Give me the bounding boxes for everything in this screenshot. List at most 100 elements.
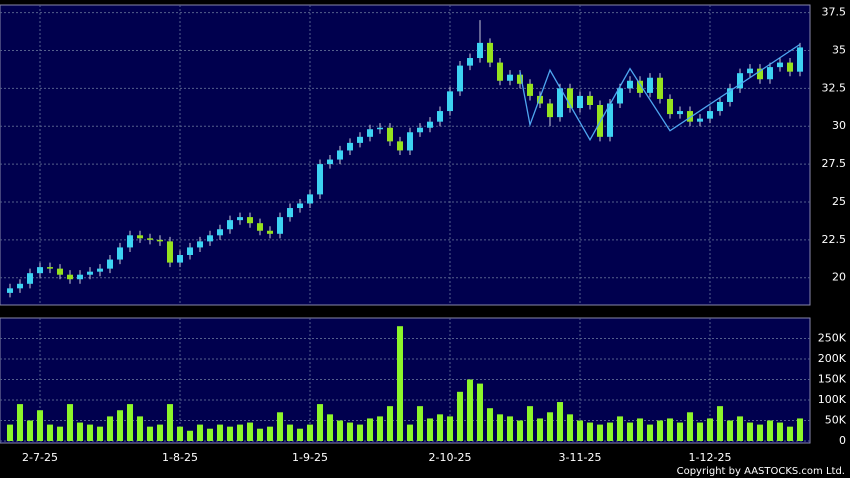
volume-bar: [357, 424, 363, 441]
candle-body: [467, 58, 473, 66]
volume-bar: [567, 414, 573, 441]
candle-body: [667, 98, 673, 115]
y-tick-label: 20: [832, 271, 846, 284]
x-tick-label: 3-11-25: [559, 451, 602, 464]
volume-bar: [227, 426, 233, 441]
volume-bar: [217, 424, 223, 441]
candle-body: [687, 111, 693, 122]
volume-bar: [627, 422, 633, 441]
volume-bar: [167, 404, 173, 441]
candle-body: [307, 194, 313, 204]
volume-bar: [557, 402, 563, 441]
candle-body: [17, 283, 23, 289]
volume-bar: [597, 424, 603, 441]
candle-body: [87, 271, 93, 275]
candle-body: [267, 230, 273, 234]
candle-body: [397, 141, 403, 151]
candle-body: [537, 95, 543, 104]
volume-tick-label: 200K: [818, 352, 847, 365]
y-tick-label: 30: [832, 119, 846, 132]
volume-bar: [317, 404, 323, 441]
volume-bar: [677, 422, 683, 441]
volume-bar: [747, 422, 753, 441]
volume-bar: [87, 424, 93, 441]
volume-bar: [237, 424, 243, 441]
volume-bar: [667, 418, 673, 441]
candle-body: [487, 42, 493, 63]
candle-body: [347, 142, 353, 151]
candle-body: [107, 259, 113, 269]
candle-body: [767, 67, 773, 80]
volume-bar: [757, 424, 763, 441]
candle-body: [177, 255, 183, 263]
volume-bar: [507, 416, 513, 441]
candle-body: [357, 136, 363, 143]
volume-bar: [527, 406, 533, 441]
volume-bar: [697, 422, 703, 441]
candle-body: [137, 235, 143, 239]
volume-bar: [367, 418, 373, 441]
volume-bar: [707, 418, 713, 441]
volume-bar: [257, 428, 263, 441]
candle-body: [287, 208, 293, 218]
candle-body: [57, 268, 63, 275]
candle-body: [617, 88, 623, 104]
candle-body: [257, 223, 263, 231]
candle-body: [187, 247, 193, 255]
candle-body: [387, 127, 393, 142]
y-tick-label: 25: [832, 195, 846, 208]
candle-body: [377, 127, 383, 130]
volume-bar: [107, 416, 113, 441]
volume-bar: [117, 410, 123, 441]
x-tick-label: 1-12-25: [689, 451, 732, 464]
copyright: Copyright by AASTOCKS.com Ltd.: [677, 466, 845, 477]
candle-body: [167, 241, 173, 263]
volume-bar: [547, 412, 553, 441]
candle-body: [677, 111, 683, 115]
price-panel: [0, 4, 811, 306]
volume-bar: [177, 426, 183, 441]
candle-body: [727, 88, 733, 102]
volume-bar: [47, 424, 53, 441]
volume-bar: [7, 424, 13, 441]
volume-bar: [327, 414, 333, 441]
y-tick-label: 32.5: [822, 81, 847, 94]
volume-bar: [57, 426, 63, 441]
volume-bar: [467, 379, 473, 441]
volume-bar: [737, 416, 743, 441]
volume-bar: [427, 418, 433, 441]
candle-body: [217, 229, 223, 236]
candle-body: [657, 77, 663, 99]
volume-bar: [437, 414, 443, 441]
candle-body: [787, 62, 793, 72]
candle-body: [97, 268, 103, 272]
candle-body: [697, 118, 703, 122]
candle-body: [127, 235, 133, 248]
candle-body: [147, 238, 153, 240]
candle-body: [77, 274, 83, 280]
volume-bar: [767, 420, 773, 441]
volume-bar: [377, 416, 383, 441]
volume-bar: [27, 420, 33, 441]
candle-body: [7, 288, 13, 293]
volume-bar: [347, 422, 353, 441]
candle-body: [337, 150, 343, 160]
x-tick-label: 1-8-25: [162, 451, 198, 464]
candle-body: [227, 220, 233, 230]
candle-body: [447, 91, 453, 112]
candle-body: [517, 74, 523, 84]
candle-body: [737, 73, 743, 89]
volume-bar: [487, 408, 493, 441]
candle-body: [207, 235, 213, 242]
volume-bar: [137, 416, 143, 441]
y-tick-label: 22.5: [822, 233, 847, 246]
candle-body: [197, 241, 203, 248]
volume-bar: [587, 422, 593, 441]
candle-body: [457, 65, 463, 92]
candle-body: [437, 111, 443, 122]
volume-bar: [37, 410, 43, 441]
candle-body: [27, 273, 33, 284]
volume-bar: [477, 383, 483, 441]
volume-bar: [187, 430, 193, 441]
volume-bar: [777, 422, 783, 441]
